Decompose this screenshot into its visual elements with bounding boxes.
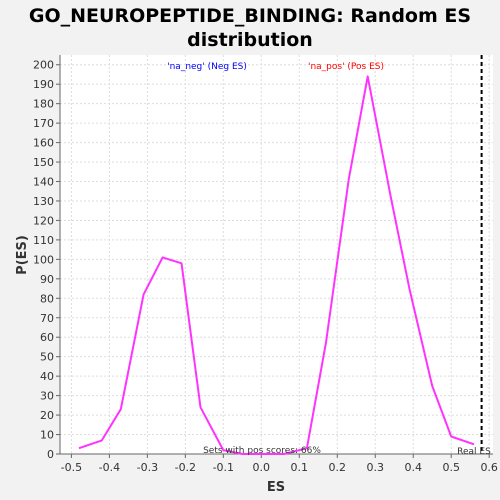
y-tick-label: 160	[33, 137, 54, 150]
chart-title-line-1: GO_NEUROPEPTIDE_BINDING: Random ES	[29, 5, 471, 27]
y-tick-label: 150	[33, 156, 54, 169]
y-tick-label: 20	[40, 409, 54, 422]
chart-title-line-2: distribution	[187, 29, 313, 51]
x-tick-label: 0.2	[329, 461, 347, 474]
y-tick-label: 90	[40, 273, 54, 286]
sets-with-pos-scores: Sets with pos scores: 66%	[203, 446, 321, 456]
x-tick-label: 0.6	[480, 461, 498, 474]
neg-es-label: 'na_neg' (Neg ES)	[167, 62, 247, 72]
y-tick-label: 10	[40, 429, 54, 442]
x-tick-label: 0.1	[291, 461, 309, 474]
x-axis-ticks: -0.5 -0.4 -0.3 -0.2 -0.1 0.0 0.1 0.2 0.3 0.4 0.5 0.…	[61, 454, 498, 474]
y-tick-label: 0	[47, 448, 54, 461]
y-tick-label: 140	[33, 176, 54, 189]
x-axis-label: ES	[267, 480, 285, 495]
plot-area	[60, 55, 493, 454]
y-tick-label: 170	[33, 117, 54, 130]
x-tick-label: -0.5	[61, 461, 82, 474]
y-tick-label: 190	[33, 78, 54, 91]
y-axis-label: P(ES)	[15, 235, 30, 275]
y-tick-label: 130	[33, 195, 54, 208]
x-tick-label: 0.5	[442, 461, 460, 474]
x-tick-label: -0.1	[213, 461, 234, 474]
pos-es-label: 'na_pos' (Pos ES)	[308, 62, 384, 72]
y-tick-label: 200	[33, 59, 54, 72]
x-tick-label: -0.3	[137, 461, 158, 474]
y-tick-label: 60	[40, 331, 54, 344]
series-group	[78, 75, 475, 455]
y-tick-label: 180	[33, 98, 54, 111]
x-tick-label: -0.4	[99, 461, 120, 474]
real-es-label: Real ES	[457, 447, 491, 457]
x-tick-label: 0.4	[404, 461, 422, 474]
x-tick-label: -0.2	[175, 461, 196, 474]
y-tick-label: 40	[40, 370, 54, 383]
y-tick-label: 120	[33, 214, 54, 227]
es-distribution-line	[78, 75, 475, 455]
y-tick-label: 80	[40, 292, 54, 305]
y-tick-label: 30	[40, 390, 54, 403]
y-tick-label: 70	[40, 312, 54, 325]
x-tick-label: 0.3	[367, 461, 385, 474]
y-tick-label: 100	[33, 253, 54, 266]
y-tick-label: 50	[40, 351, 54, 364]
y-axis-ticks: 0 10 20 30 40 50 60 70 80 90 100 110 120 130 140 150 160…	[33, 59, 60, 461]
y-tick-label: 110	[33, 234, 54, 247]
x-tick-label: 0.0	[253, 461, 271, 474]
